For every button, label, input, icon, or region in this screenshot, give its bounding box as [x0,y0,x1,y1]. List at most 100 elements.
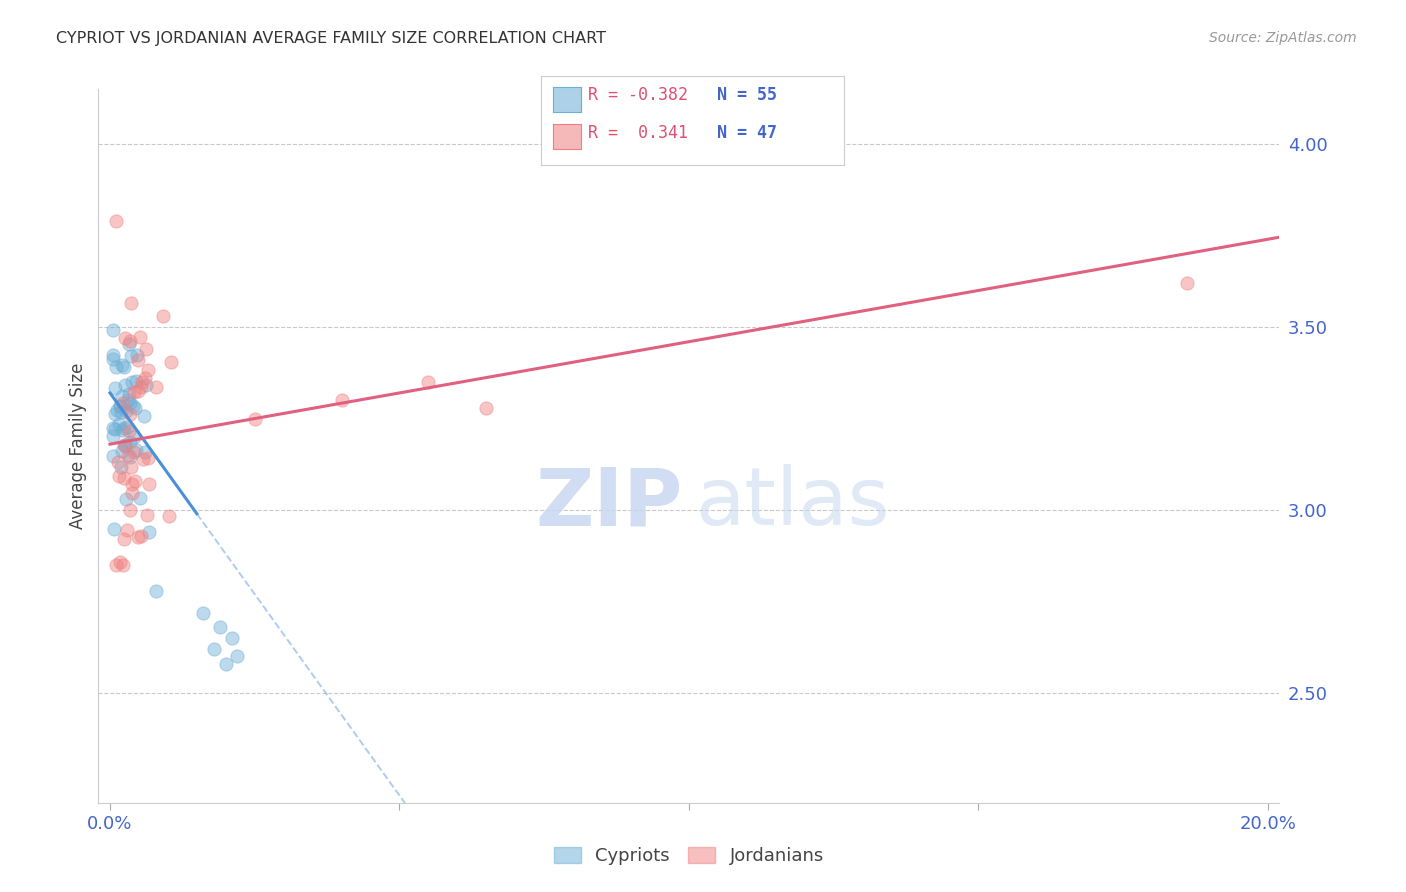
Point [118,424,141,438]
Point [134,409,156,423]
Point [104,359,127,374]
Point [124,401,146,416]
Point [103,522,125,536]
Point [215,657,238,671]
Point [122,384,145,399]
Point [121,375,143,389]
Point [114,378,136,392]
Point [135,343,157,357]
Point [134,444,156,458]
Point [145,583,167,598]
Point [136,508,159,522]
Point [202,642,225,657]
Point [101,429,124,443]
Point [101,449,124,463]
Point [120,503,142,517]
Point [114,331,136,345]
Point [118,334,141,349]
Point [111,358,134,372]
Y-axis label: Average Family Size: Average Family Size [69,363,87,529]
Point [104,422,127,436]
Point [131,376,153,390]
Point [112,533,135,547]
Point [115,523,138,537]
Point [118,396,141,410]
Point [120,349,142,363]
Text: N = 47: N = 47 [717,124,778,142]
Point [136,451,159,466]
Point [112,396,135,410]
Point [111,389,134,403]
Point [243,411,266,425]
Point [110,460,132,475]
Point [125,443,148,458]
Point [104,213,127,227]
Point [138,524,160,539]
Point [1175,276,1198,290]
Point [418,375,440,389]
Point [104,381,127,395]
Point [112,558,135,572]
Point [118,450,141,465]
Point [114,439,136,453]
Text: atlas: atlas [695,464,889,542]
Point [134,371,156,385]
Point [105,558,128,572]
Point [112,438,135,452]
Point [120,460,142,475]
Point [110,399,132,413]
Point [138,362,160,376]
Point [108,417,131,432]
Point [110,555,132,569]
Point [129,529,152,543]
Text: Source: ZipAtlas.com: Source: ZipAtlas.com [1209,31,1357,45]
Point [114,438,136,452]
Point [127,352,149,367]
Point [117,449,139,463]
Point [129,330,152,344]
Text: ZIP: ZIP [536,464,683,542]
Point [108,468,131,483]
Point [118,336,141,351]
Point [104,407,127,421]
Point [101,352,124,367]
Point [221,631,243,645]
Point [120,295,142,310]
Point [138,477,160,491]
Point [191,606,214,620]
Point [127,384,149,399]
Point [118,387,141,401]
Point [120,435,142,450]
Point [120,408,142,422]
Text: N = 55: N = 55 [717,87,778,104]
Point [111,423,134,437]
Point [132,451,155,466]
Point [330,393,353,408]
Text: CYPRIOT VS JORDANIAN AVERAGE FAMILY SIZE CORRELATION CHART: CYPRIOT VS JORDANIAN AVERAGE FAMILY SIZE… [56,31,606,46]
Point [112,421,135,435]
Point [125,374,148,388]
Point [107,455,129,469]
Point [124,475,146,489]
Legend: Cypriots, Jordanians: Cypriots, Jordanians [547,839,831,872]
Point [127,530,149,544]
Point [110,405,132,419]
Point [101,323,124,337]
Point [103,421,125,435]
Point [122,430,145,444]
Point [122,444,145,458]
Point [152,309,174,323]
Point [135,378,157,392]
Point [157,508,180,523]
Point [111,444,134,458]
Point [115,420,138,434]
Text: R =  0.341: R = 0.341 [588,124,688,142]
Text: R = -0.382: R = -0.382 [588,87,688,104]
Point [226,649,249,664]
Point [122,399,145,413]
Point [101,348,124,362]
Point [110,399,132,413]
Point [114,471,136,485]
Point [129,380,152,394]
Point [125,348,148,362]
